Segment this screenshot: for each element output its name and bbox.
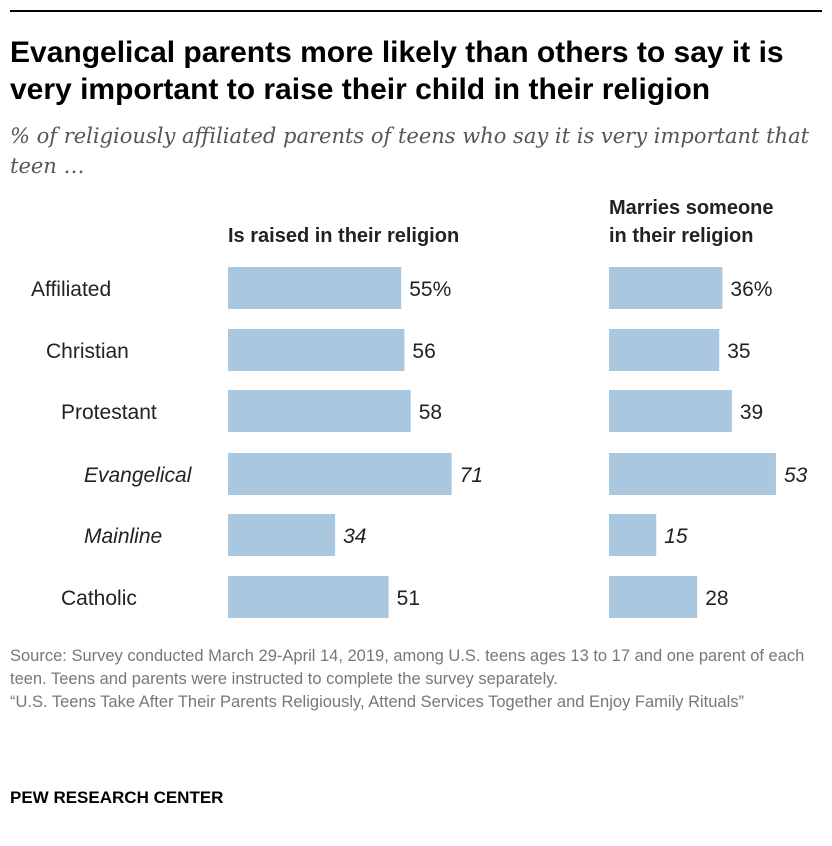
brand-logo-text: PEW RESEARCH CENTER <box>10 788 224 807</box>
series-header-marries-line: Marries someone <box>609 197 774 219</box>
bar-raised-catholic <box>228 576 389 618</box>
category-label-evangelical: Evangelical <box>84 464 193 487</box>
bar-marries-mainline <box>609 514 657 556</box>
bar-raised-evangelical <box>228 453 452 495</box>
footer: Source: Survey conducted March 29-April … <box>10 645 810 714</box>
value-label-marries-protestant: 39 <box>740 401 763 424</box>
category-label-mainline: Mainline <box>84 525 162 548</box>
category-label-catholic: Catholic <box>61 587 137 610</box>
bar-marries-protestant <box>609 390 732 432</box>
bar-raised-protestant <box>228 390 411 432</box>
value-label-marries-christian: 35 <box>727 340 750 363</box>
series-header-raised: Is raised in their religion <box>228 225 459 247</box>
category-label-christian: Christian <box>46 340 129 363</box>
value-label-marries-evangelical: 53 <box>784 464 808 487</box>
value-label-marries-catholic: 28 <box>705 587 728 610</box>
bar-raised-affiliated <box>228 267 402 309</box>
bar-raised-mainline <box>228 514 336 556</box>
value-label-raised-mainline: 34 <box>343 525 366 548</box>
value-label-raised-christian: 56 <box>412 340 435 363</box>
bar-marries-affiliated <box>609 267 723 309</box>
value-label-marries-mainline: 15 <box>664 525 688 548</box>
value-label-raised-protestant: 58 <box>419 401 442 424</box>
category-label-affiliated: Affiliated <box>31 278 111 301</box>
value-label-marries-affiliated: 36% <box>730 278 772 301</box>
chart-title: Evangelical parents more likely than oth… <box>10 36 784 106</box>
bar-raised-christian <box>228 329 405 371</box>
report-title: “U.S. Teens Take After Their Parents Rel… <box>10 693 744 711</box>
value-label-raised-evangelical: 71 <box>460 464 483 487</box>
top-rule <box>10 10 822 12</box>
category-label-protestant: Protestant <box>61 401 157 424</box>
bar-marries-catholic <box>609 576 698 618</box>
source-note: Source: Survey conducted March 29-April … <box>10 647 805 688</box>
bar-marries-christian <box>609 329 720 371</box>
bar-marries-evangelical <box>609 453 776 495</box>
bar-chart: Is raised in their religion Marries someo… <box>31 197 808 618</box>
series-header-marries-line: in their religion <box>609 225 753 247</box>
value-label-raised-catholic: 51 <box>397 587 420 610</box>
value-label-raised-affiliated: 55% <box>409 278 451 301</box>
chart-subtitle: % of religiously affiliated parents of t… <box>10 124 810 178</box>
